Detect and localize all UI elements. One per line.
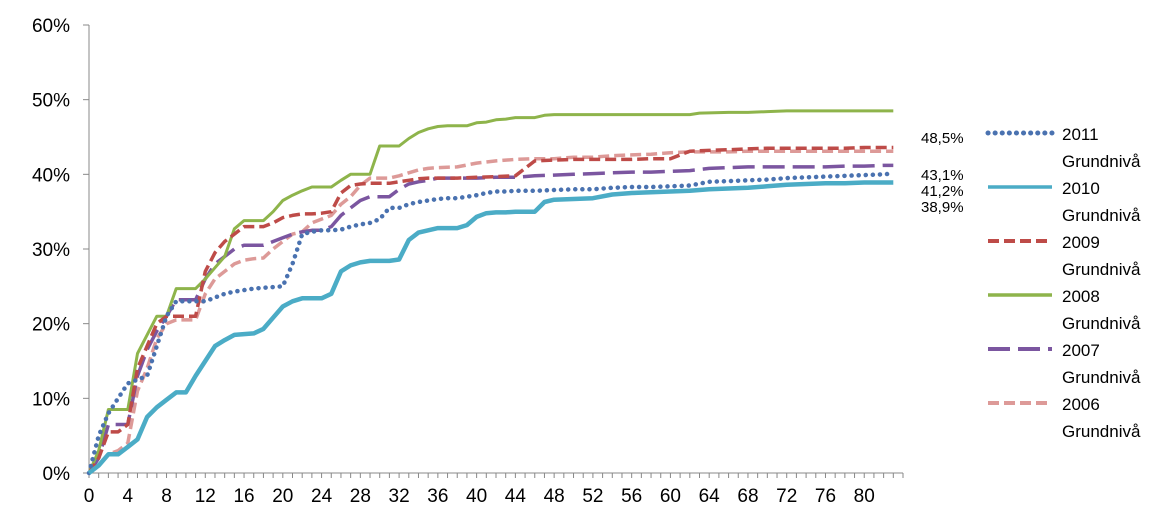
- legend-label-level: Grundnivå: [1062, 206, 1141, 225]
- x-tick-label: 32: [389, 486, 410, 507]
- y-tick-label: 60%: [32, 16, 70, 37]
- series-line-2008: [87, 109, 894, 474]
- x-tick-label: 48: [544, 486, 565, 507]
- legend-label-year: 2008: [1062, 287, 1100, 306]
- x-tick-label: 64: [699, 486, 721, 507]
- end-value-label: 48,5%: [921, 130, 964, 147]
- series-line-2009: [87, 145, 894, 474]
- x-tick-label: 76: [815, 486, 836, 507]
- y-tick-label: 50%: [32, 91, 70, 112]
- axes: 0%10%20%30%40%50%60%0 4 8 12 16 20 24 28 32 36 40 4…: [32, 16, 904, 507]
- end-value-label: 38,9%: [921, 199, 964, 216]
- x-tick-label: 36: [427, 486, 448, 507]
- x-tick-label: 80: [854, 486, 875, 507]
- legend: 2011 Grundnivå 2010 Grundnivå 2009 Grundnivå 2…: [985, 125, 1141, 441]
- series-line-2007: [87, 163, 894, 474]
- series-line-2006: [87, 149, 894, 475]
- x-tick-label: 68: [737, 486, 758, 507]
- x-tick-label: 60: [660, 486, 681, 507]
- x-tick-label: 12: [195, 486, 216, 507]
- end-value-label: 41,2%: [921, 183, 964, 200]
- series-line-2010: [87, 180, 894, 475]
- legend-label-level: Grundnivå: [1062, 314, 1141, 333]
- x-tick-label: 28: [350, 486, 371, 507]
- end-value-label: 43,1%: [921, 167, 964, 184]
- x-tick-label: 4: [122, 486, 133, 507]
- y-tick-label: 0%: [43, 464, 71, 485]
- y-tick-label: 20%: [32, 315, 70, 336]
- y-tick-label: 10%: [32, 389, 70, 410]
- end-labels: 48,5% 43,1%41,2%38,9%: [921, 130, 964, 216]
- x-tick-label: 20: [272, 486, 293, 507]
- legend-label-year: 2007: [1062, 341, 1100, 360]
- x-tick-label: 0: [84, 486, 95, 507]
- x-tick-label: 52: [582, 486, 603, 507]
- legend-label-year: 2009: [1062, 233, 1100, 252]
- x-tick-label: 56: [621, 486, 642, 507]
- legend-label-year: 2010: [1062, 179, 1100, 198]
- legend-label-level: Grundnivå: [1062, 422, 1141, 441]
- series-layer: [86, 109, 896, 476]
- y-tick-label: 30%: [32, 240, 70, 261]
- legend-label-level: Grundnivå: [1062, 152, 1141, 171]
- legend-label-level: Grundnivå: [1062, 368, 1141, 387]
- series-line-2011: [86, 171, 896, 476]
- x-tick-label: 40: [466, 486, 487, 507]
- x-tick-label: 44: [505, 486, 527, 507]
- y-tick-label: 40%: [32, 165, 70, 186]
- x-tick-label: 16: [233, 486, 254, 507]
- legend-label-year: 2011: [1062, 125, 1099, 144]
- legend-label-level: Grundnivå: [1062, 260, 1141, 279]
- x-tick-label: 72: [776, 486, 797, 507]
- x-tick-label: 8: [161, 486, 172, 507]
- x-tick-label: 24: [311, 486, 333, 507]
- legend-label-year: 2006: [1062, 395, 1100, 414]
